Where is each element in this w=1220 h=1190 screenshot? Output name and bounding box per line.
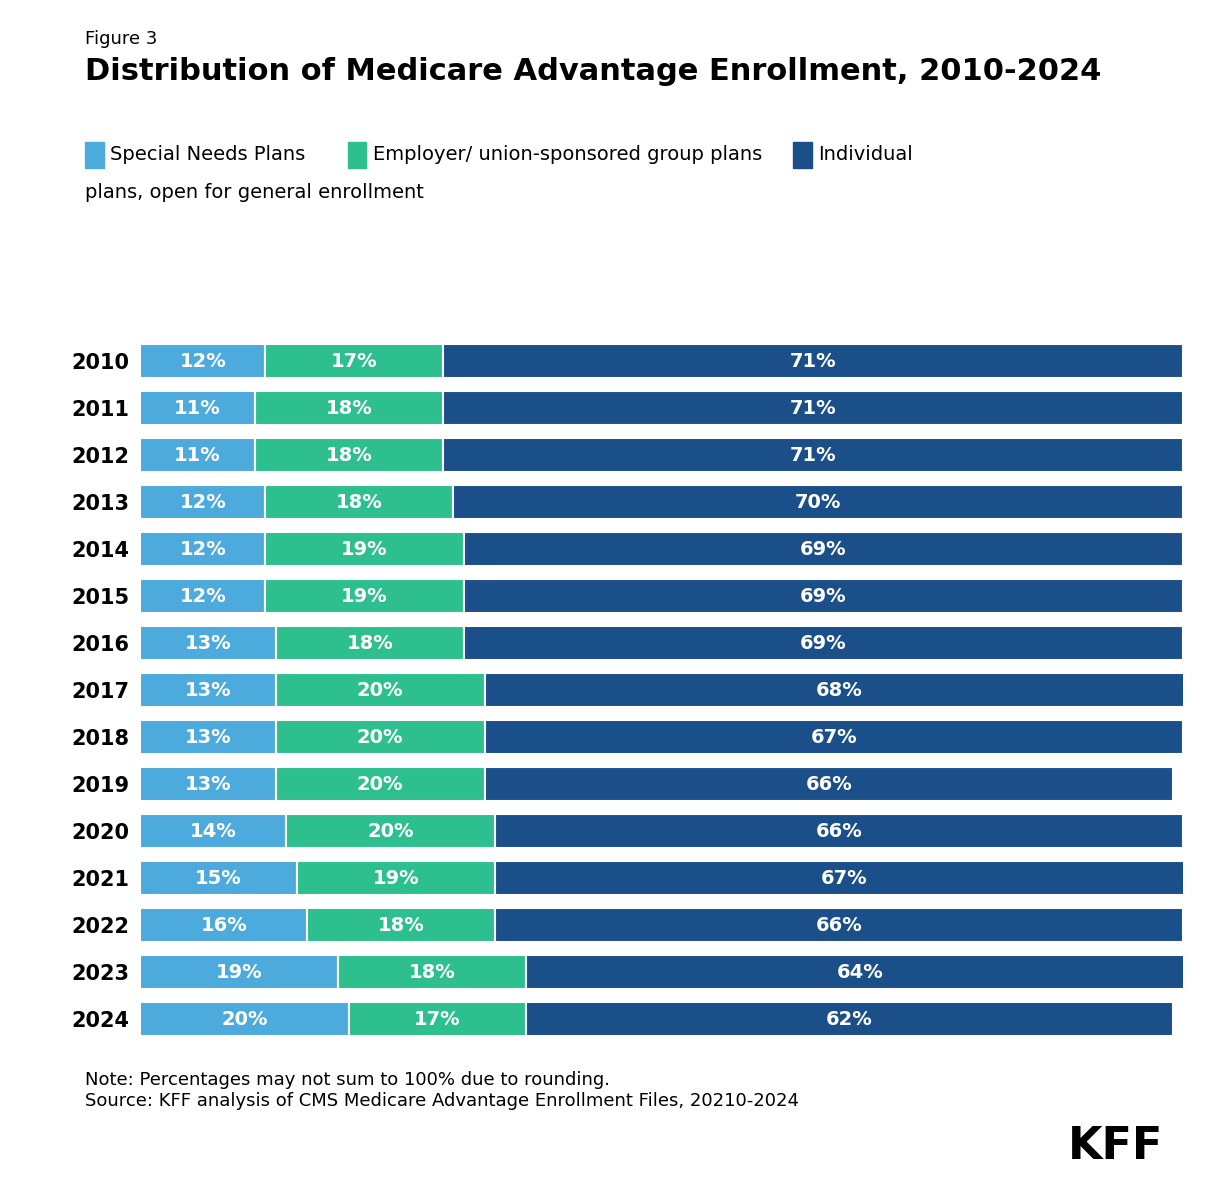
- Bar: [255, 392, 443, 425]
- Text: 67%: 67%: [821, 869, 867, 888]
- Text: 18%: 18%: [336, 493, 383, 512]
- Bar: [484, 674, 1194, 707]
- Bar: [484, 768, 1172, 801]
- Bar: [307, 908, 495, 942]
- Bar: [140, 674, 276, 707]
- Text: 11%: 11%: [174, 399, 221, 418]
- Text: Note: Percentages may not sum to 100% due to rounding.: Note: Percentages may not sum to 100% du…: [85, 1071, 610, 1089]
- Bar: [443, 392, 1183, 425]
- Bar: [140, 392, 255, 425]
- Text: 12%: 12%: [179, 493, 226, 512]
- Text: 17%: 17%: [415, 1009, 461, 1028]
- Bar: [140, 580, 266, 613]
- Bar: [276, 720, 484, 754]
- Text: 69%: 69%: [800, 540, 847, 559]
- Text: 14%: 14%: [190, 821, 237, 840]
- Bar: [140, 486, 266, 519]
- Bar: [287, 814, 495, 848]
- Bar: [266, 532, 464, 566]
- Bar: [140, 1002, 349, 1036]
- Text: 18%: 18%: [326, 446, 372, 465]
- Text: Figure 3: Figure 3: [85, 30, 157, 48]
- Bar: [495, 862, 1194, 895]
- Bar: [266, 486, 453, 519]
- Bar: [140, 438, 255, 472]
- Bar: [443, 438, 1183, 472]
- Text: 70%: 70%: [795, 493, 842, 512]
- Text: Source: KFF analysis of CMS Medicare Advantage Enrollment Files, 20210-2024: Source: KFF analysis of CMS Medicare Adv…: [85, 1092, 799, 1110]
- Bar: [349, 1002, 526, 1036]
- Text: plans, open for general enrollment: plans, open for general enrollment: [85, 183, 425, 202]
- Bar: [495, 814, 1183, 848]
- Bar: [464, 532, 1183, 566]
- Bar: [140, 908, 307, 942]
- Text: 19%: 19%: [372, 869, 420, 888]
- Bar: [296, 862, 495, 895]
- Text: 62%: 62%: [826, 1009, 874, 1028]
- Bar: [464, 580, 1183, 613]
- Text: 13%: 13%: [184, 634, 232, 653]
- Text: 13%: 13%: [184, 727, 232, 746]
- Bar: [140, 956, 338, 989]
- Text: 66%: 66%: [816, 821, 863, 840]
- Text: 12%: 12%: [179, 352, 226, 371]
- Text: 12%: 12%: [179, 540, 226, 559]
- Text: 71%: 71%: [789, 446, 837, 465]
- Bar: [276, 674, 484, 707]
- Bar: [266, 580, 464, 613]
- Text: 20%: 20%: [367, 821, 414, 840]
- Text: Employer/ union-sponsored group plans: Employer/ union-sponsored group plans: [372, 145, 761, 164]
- Bar: [495, 908, 1183, 942]
- Text: 20%: 20%: [357, 775, 404, 794]
- Text: 69%: 69%: [800, 587, 847, 606]
- Bar: [276, 626, 464, 660]
- Bar: [464, 626, 1183, 660]
- Text: 19%: 19%: [216, 963, 262, 982]
- Text: 66%: 66%: [816, 915, 863, 934]
- Bar: [140, 626, 276, 660]
- Text: Special Needs Plans: Special Needs Plans: [110, 145, 305, 164]
- Text: 18%: 18%: [346, 634, 393, 653]
- Text: 71%: 71%: [789, 352, 837, 371]
- Bar: [140, 862, 296, 895]
- Bar: [526, 956, 1194, 989]
- Bar: [255, 438, 443, 472]
- Bar: [140, 814, 287, 848]
- Text: Individual: Individual: [817, 145, 913, 164]
- Text: 69%: 69%: [800, 634, 847, 653]
- Text: 20%: 20%: [221, 1009, 268, 1028]
- Text: 18%: 18%: [326, 399, 372, 418]
- Bar: [443, 344, 1183, 378]
- Bar: [526, 1002, 1172, 1036]
- Text: 19%: 19%: [342, 587, 388, 606]
- Text: 67%: 67%: [810, 727, 858, 746]
- Bar: [140, 532, 266, 566]
- Text: 18%: 18%: [409, 963, 456, 982]
- Text: 68%: 68%: [816, 681, 863, 700]
- Text: 71%: 71%: [789, 399, 837, 418]
- Text: 64%: 64%: [837, 963, 883, 982]
- Text: Distribution of Medicare Advantage Enrollment, 2010-2024: Distribution of Medicare Advantage Enrol…: [85, 57, 1102, 86]
- Text: 13%: 13%: [184, 681, 232, 700]
- Text: 15%: 15%: [195, 869, 242, 888]
- Text: 12%: 12%: [179, 587, 226, 606]
- Bar: [140, 344, 266, 378]
- Bar: [276, 768, 484, 801]
- Bar: [266, 344, 443, 378]
- Text: 18%: 18%: [378, 915, 425, 934]
- Bar: [484, 720, 1183, 754]
- Text: 19%: 19%: [342, 540, 388, 559]
- Text: 17%: 17%: [331, 352, 377, 371]
- Bar: [453, 486, 1183, 519]
- Text: 66%: 66%: [805, 775, 852, 794]
- Text: 13%: 13%: [184, 775, 232, 794]
- Bar: [140, 768, 276, 801]
- Text: KFF: KFF: [1068, 1125, 1163, 1167]
- Bar: [338, 956, 526, 989]
- Text: 20%: 20%: [357, 681, 404, 700]
- Text: 11%: 11%: [174, 446, 221, 465]
- Text: 20%: 20%: [357, 727, 404, 746]
- Bar: [140, 720, 276, 754]
- Text: 16%: 16%: [200, 915, 248, 934]
